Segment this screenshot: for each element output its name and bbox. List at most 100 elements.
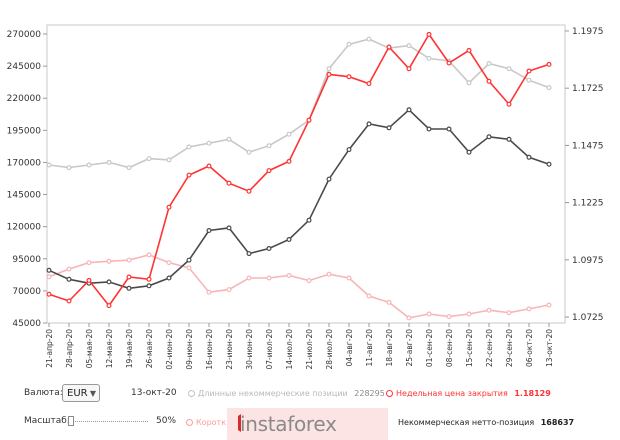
- series-point: [346, 74, 352, 80]
- cot-chart: 270000 245000 220000 195000 170000 145000 1200…: [7, 24, 604, 370]
- brand-logo: instaforex: [240, 412, 337, 436]
- series-point: [346, 41, 352, 47]
- x-tick-label: 06-окт-20: [525, 329, 534, 367]
- legend-short-label: Коротк: [196, 418, 227, 427]
- currency-label: Валюта:: [24, 388, 63, 398]
- series-point: [226, 136, 232, 142]
- series-point: [406, 107, 412, 113]
- series-point: [146, 283, 152, 289]
- series-point: [286, 273, 292, 279]
- x-tick-label: 04-авг-20: [345, 329, 354, 367]
- series-point: [426, 311, 432, 317]
- legend-close-label: Недельная цена закрытия: [396, 389, 508, 398]
- series-point: [106, 279, 112, 285]
- series-point: [306, 117, 312, 123]
- series-point: [546, 61, 552, 67]
- series-point: [526, 77, 532, 83]
- brand-banner: [227, 408, 388, 440]
- series-point: [306, 278, 312, 284]
- series-point: [126, 274, 132, 280]
- series-point: [166, 157, 172, 163]
- series-point: [226, 225, 232, 231]
- series-point: [246, 149, 252, 155]
- y-left-tick-label: 45000: [12, 319, 41, 329]
- y-left-tick-label: 95000: [12, 255, 41, 265]
- legend-long[interactable]: Длинные некоммерческие позиции 228295: [188, 389, 385, 398]
- x-tick-label: 07-июл-20: [265, 329, 274, 370]
- series-point: [446, 126, 452, 132]
- legend-long-value: 228295: [354, 389, 385, 398]
- series-point: [346, 147, 352, 153]
- currency-select[interactable]: EUR ▼: [62, 384, 100, 402]
- series-point: [206, 140, 212, 146]
- x-tick-label: 23-июн-20: [225, 329, 234, 370]
- series-point: [526, 154, 532, 160]
- y-left-tick-label: 245000: [7, 62, 42, 72]
- series-point: [286, 158, 292, 164]
- series-line: [48, 38, 550, 169]
- controls-row: [0, 380, 620, 408]
- y-right-tick-label: 1.0725: [572, 313, 604, 323]
- y-left-tick-label: 270000: [7, 30, 42, 40]
- x-tick-label: 21-июл-20: [305, 329, 314, 370]
- series-point: [46, 274, 52, 280]
- series-point: [226, 287, 232, 293]
- legend-short-marker-icon: [186, 419, 193, 426]
- series-point: [386, 125, 392, 131]
- series-point: [286, 131, 292, 137]
- x-tick-label: 15-сен-20: [465, 329, 474, 367]
- legend-close-value: 1.18129: [514, 389, 551, 398]
- series-point: [406, 66, 412, 72]
- series-point: [446, 60, 452, 66]
- legend-net[interactable]: Некоммерческая нетто-позиция 168637: [398, 418, 574, 427]
- y-left-tick-label: 195000: [7, 126, 42, 136]
- y-left-tick-label: 170000: [7, 158, 42, 168]
- series-point: [126, 285, 132, 291]
- x-tick-label: 14-июл-20: [285, 329, 294, 370]
- y-right-tick-label: 1.1225: [572, 199, 604, 209]
- series-point: [526, 68, 532, 74]
- series-point: [266, 275, 272, 281]
- y-left-tick-label: 70000: [12, 287, 41, 297]
- scale-slider[interactable]: [68, 421, 148, 423]
- series-point: [326, 176, 332, 182]
- series-point: [346, 275, 352, 281]
- series-line: [48, 32, 550, 307]
- scale-label: Масштаб:: [24, 416, 70, 426]
- x-tick-label: 11-авг-20: [365, 329, 374, 367]
- legend-short[interactable]: Коротк: [186, 418, 226, 427]
- series-point: [326, 71, 332, 77]
- x-tick-label: 26-мая-20: [145, 329, 154, 368]
- series-point: [66, 266, 72, 272]
- series-point: [546, 85, 552, 91]
- x-tick-label: 09-июн-20: [185, 329, 194, 370]
- series-point: [206, 228, 212, 234]
- series-point: [406, 43, 412, 49]
- y-left-tick-label: 120000: [7, 223, 42, 233]
- series-point: [206, 163, 212, 169]
- currency-value: EUR: [67, 388, 88, 399]
- series-point: [186, 172, 192, 178]
- series-point: [46, 162, 52, 168]
- series-point: [166, 204, 172, 210]
- series-point: [426, 126, 432, 132]
- series-line: [48, 108, 550, 290]
- legend-close[interactable]: Недельная цена закрытия 1.18129: [386, 389, 551, 398]
- series-point: [406, 315, 412, 321]
- x-tick-label: 13-окт-20: [545, 329, 554, 367]
- legend-net-label: Некоммерческая нетто-позиция: [398, 418, 535, 427]
- series-point: [546, 302, 552, 308]
- scale-slider-handle[interactable]: [68, 416, 74, 426]
- series-line: [48, 254, 550, 319]
- x-tick-label: 12-мая-20: [105, 329, 114, 368]
- x-tick-label: 25-авг-20: [405, 329, 414, 367]
- series-point: [266, 246, 272, 252]
- series-point: [246, 188, 252, 194]
- series-point: [146, 276, 152, 282]
- series-point: [486, 78, 492, 84]
- y-right-tick-label: 1.1725: [572, 84, 604, 94]
- series-point: [146, 156, 152, 162]
- x-tick-label: 29-сен-20: [505, 329, 514, 367]
- series-point: [366, 81, 372, 87]
- series-point: [126, 165, 132, 171]
